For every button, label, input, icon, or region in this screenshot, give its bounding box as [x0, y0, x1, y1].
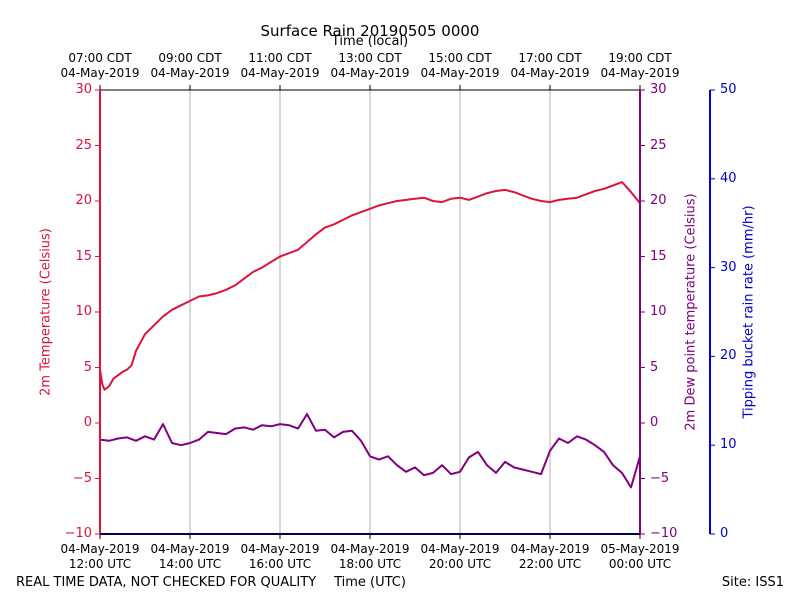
y-axis-label-right-rainrate: Tipping bucket rain rate (mm/hr)	[741, 205, 757, 419]
y-tick-label-left: 20	[75, 193, 92, 208]
x-axis-label: Time (UTC)	[334, 575, 406, 590]
y-tick-label-left: −10	[64, 526, 92, 541]
x-tick-label-top-date: 04-May-2019	[330, 66, 410, 80]
x-tick-label-top-time: 17:00 CDT	[518, 51, 582, 65]
x-tick-label-bottom-time: 16:00 UTC	[248, 557, 312, 571]
x-tick-label-bottom-date: 04-May-2019	[60, 542, 140, 556]
y-tick-label-right-rainrate: 30	[720, 259, 737, 275]
y-tick-label-right-dewpoint: −5	[650, 470, 670, 486]
footer-site-label: Site: ISS1	[721, 575, 784, 590]
x-tick-label-bottom-time: 14:00 UTC	[158, 557, 222, 571]
x-tick-label-bottom-time: 20:00 UTC	[428, 557, 492, 571]
y-tick-label-right-dewpoint: −10	[650, 526, 678, 541]
x-tick-label-top-date: 04-May-2019	[420, 66, 500, 80]
x-tick-label-top-time: 13:00 CDT	[338, 51, 402, 65]
y-tick-label-right-rainrate: 20	[720, 348, 737, 364]
temperature-line	[99, 181, 641, 391]
x-tick-label-bottom-time: 18:00 UTC	[338, 557, 402, 571]
chart-title: Surface Rain 20190505 0000	[260, 22, 480, 40]
x-tick-label-bottom-time: 12:00 UTC	[68, 557, 132, 571]
y-tick-label-right-rainrate: 10	[720, 437, 737, 453]
vertical-gridlines	[189, 90, 551, 534]
y-tick-label-left: 25	[75, 137, 92, 153]
y-tick-label-right-rainrate: 40	[720, 170, 737, 186]
y-tick-label-left: −5	[72, 470, 92, 486]
x-tick-label-top-date: 04-May-2019	[600, 66, 680, 80]
x-tick-label-bottom-time: 22:00 UTC	[518, 557, 582, 571]
x-tick-label-bottom-date: 04-May-2019	[510, 542, 590, 556]
y-tick-label-left: 10	[75, 304, 92, 319]
y-tick-label-right-rainrate: 50	[720, 82, 737, 97]
y-axis-label-right-dewpoint: 2m Dew point temperature (Celsius)	[683, 193, 699, 431]
y-tick-label-right-dewpoint: 5	[650, 359, 659, 375]
y-tick-label-right-dewpoint: 10	[650, 304, 667, 319]
x-tick-label-top-date: 04-May-2019	[150, 66, 230, 80]
y-tick-label-left: 30	[75, 82, 92, 97]
y-tick-label-right-dewpoint: 15	[650, 248, 667, 264]
y-tick-label-left: 15	[75, 248, 92, 264]
y-tick-label-left: 5	[83, 359, 92, 375]
top-axis-label: Time (local)	[331, 34, 409, 49]
y-tick-label-right-dewpoint: 0	[650, 415, 659, 430]
x-tick-label-top-date: 04-May-2019	[240, 66, 320, 80]
dewpoint-line	[99, 413, 641, 489]
y-tick-label-right-dewpoint: 30	[650, 82, 667, 97]
x-tick-label-top-date: 04-May-2019	[60, 66, 140, 80]
y-axis-label-left: 2m Temperature (Celsius)	[38, 228, 54, 396]
footer-left-note: REAL TIME DATA, NOT CHECKED FOR QUALITY	[16, 575, 317, 590]
y-tick-label-right-dewpoint: 20	[650, 193, 667, 208]
y-tick-label-right-dewpoint: 25	[650, 137, 667, 153]
x-tick-label-top-time: 15:00 CDT	[428, 51, 492, 65]
x-tick-label-top-time: 19:00 CDT	[608, 51, 672, 65]
y-tick-label-left: 0	[83, 415, 92, 430]
x-tick-label-top-time: 07:00 CDT	[68, 51, 132, 65]
y-tick-label-right-rainrate: 0	[720, 526, 729, 541]
x-tick-label-bottom-date: 04-May-2019	[420, 542, 500, 556]
x-tick-label-top-time: 11:00 CDT	[248, 51, 312, 65]
x-tick-label-bottom-date: 05-May-2019	[600, 542, 680, 556]
x-tick-label-top-time: 09:00 CDT	[158, 51, 222, 65]
x-tick-label-bottom-date: 04-May-2019	[150, 542, 230, 556]
axis-ticks	[95, 85, 715, 539]
x-tick-label-bottom-date: 04-May-2019	[240, 542, 320, 556]
x-tick-label-bottom-time: 00:00 UTC	[608, 557, 672, 571]
x-tick-label-top-date: 04-May-2019	[510, 66, 590, 80]
x-tick-label-bottom-date: 04-May-2019	[330, 542, 410, 556]
